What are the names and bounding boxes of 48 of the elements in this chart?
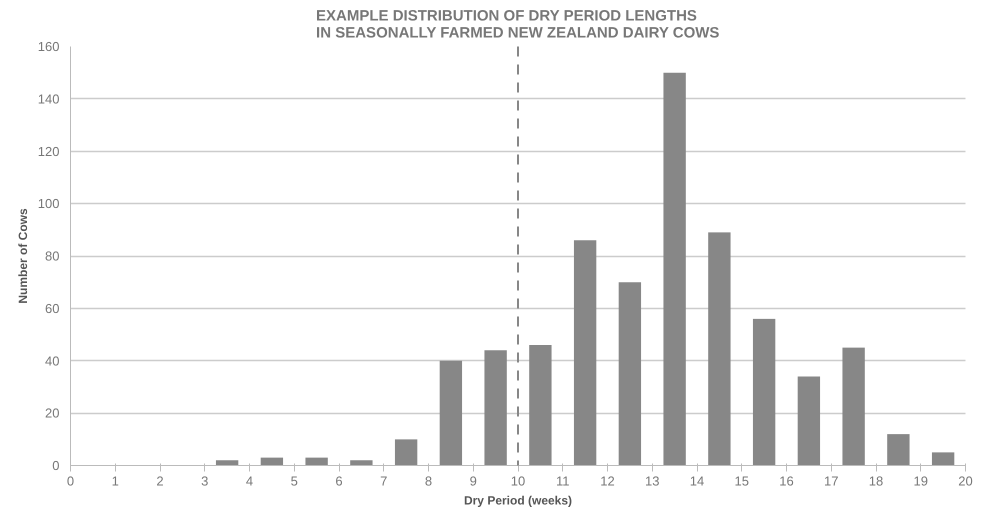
- chart-title: EXAMPLE DISTRIBUTION OF DRY PERIOD LENGTHS IN SEASONALLY FARMED NEW ZEALAND DAIRY COWS: [316, 8, 720, 42]
- bar: [440, 360, 462, 466]
- x-tick-label: 5: [290, 474, 298, 488]
- x-tick-label: 4: [246, 474, 254, 488]
- x-axis-title: Dry Period (weeks): [464, 494, 572, 508]
- x-tick-label: 2: [156, 474, 164, 488]
- y-axis-title: Number of Cows: [16, 208, 30, 304]
- bar: [708, 232, 731, 466]
- bar: [305, 458, 328, 466]
- y-tick-label: 40: [45, 353, 60, 368]
- x-tick-label: 12: [600, 474, 615, 488]
- y-tick-label: 100: [38, 196, 60, 212]
- x-tick-label: 8: [424, 474, 432, 488]
- x-tick-label: 17: [824, 474, 838, 488]
- y-tick-label: 120: [38, 144, 60, 159]
- bar: [663, 72, 686, 466]
- bar: [842, 348, 865, 466]
- bar: [260, 458, 284, 466]
- x-tick-label: 6: [335, 474, 343, 488]
- x-tick-label: 15: [734, 474, 749, 488]
- x-tick-label: 19: [914, 474, 928, 488]
- bar: [932, 452, 954, 466]
- y-tick-label: 160: [38, 39, 60, 54]
- x-tick-label: 3: [201, 474, 208, 488]
- x-tick-label: 14: [690, 474, 704, 488]
- bar: [484, 350, 507, 466]
- x-tick-label: 9: [470, 474, 477, 488]
- x-tick-label: 7: [380, 474, 388, 488]
- bar: [798, 376, 820, 466]
- x-tick-label: 18: [868, 474, 884, 488]
- x-tick-label: 10: [510, 474, 526, 488]
- y-tick-label: 60: [45, 300, 60, 316]
- bar: [529, 345, 552, 466]
- bar: [618, 282, 642, 466]
- x-tick-label: 13: [645, 474, 660, 488]
- x-tick-label: 11: [556, 474, 570, 488]
- y-tick-label: 0: [52, 458, 60, 473]
- bar: [394, 439, 418, 466]
- y-tick-label: 20: [45, 406, 60, 421]
- x-tick-label: 16: [779, 474, 794, 488]
- x-tick-label: 1: [112, 474, 119, 488]
- bar: [752, 318, 776, 466]
- x-tick-label: 0: [66, 474, 74, 488]
- y-tick-label: 140: [38, 91, 60, 106]
- x-tick-label: 20: [958, 474, 973, 488]
- bar: [887, 434, 910, 466]
- y-tick-label: 80: [45, 248, 60, 264]
- bar: [574, 240, 596, 466]
